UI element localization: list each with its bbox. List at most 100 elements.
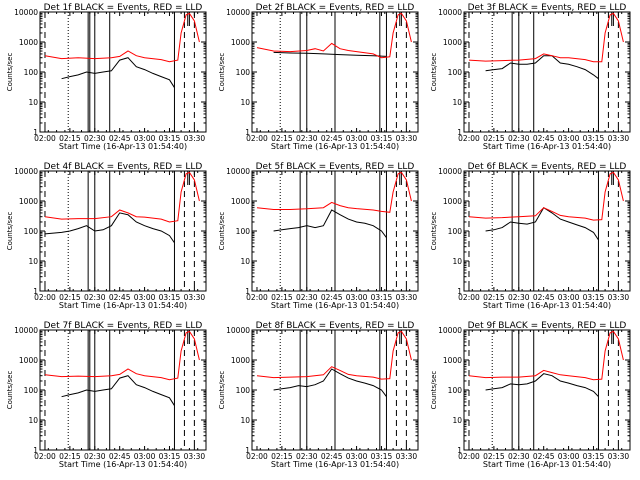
y-tick-label: 10 (452, 416, 462, 425)
y-tick-label: 1000 (443, 38, 462, 47)
x-tick-label: 02:00 (34, 134, 56, 143)
y-tick-label: 100 (448, 227, 463, 236)
y-tick-label: 10 (28, 98, 38, 107)
x-tick-label: 03:15 (583, 293, 605, 302)
y-tick-label: 10000 (438, 326, 462, 335)
y-axis-label: Counts/sec (6, 53, 14, 92)
y-tick-label: 10000 (438, 167, 462, 176)
x-tick-label: 02:00 (34, 293, 56, 302)
panel-title: Det 3f BLACK = Events, RED = LLD (468, 3, 627, 13)
y-tick-label: 10000 (226, 8, 250, 17)
events-series-line (61, 375, 175, 406)
y-tick-label: 100 (236, 386, 251, 395)
x-tick-label: 02:00 (458, 293, 480, 302)
events-series-line (485, 207, 599, 241)
y-tick-label: 10000 (14, 8, 38, 17)
x-tick-label: 03:15 (583, 134, 605, 143)
panel-title: Det 4f BLACK = Events, RED = LLD (44, 162, 203, 172)
x-tick-label: 02:30 (84, 134, 106, 143)
x-tick-label: 02:15 (271, 134, 293, 143)
x-axis-label: Start Time (16-Apr-13 01:54:40) (271, 460, 399, 469)
x-tick-label: 03:30 (608, 293, 630, 302)
x-tick-label: 02:45 (321, 452, 343, 461)
x-tick-label: 02:45 (321, 293, 343, 302)
panel-title: Det 5f BLACK = Events, RED = LLD (256, 162, 415, 172)
y-tick-label: 1000 (443, 197, 462, 206)
panel-det-7f: Det 7f BLACK = Events, RED = LLD 1 10 100 10… (6, 321, 207, 469)
x-axis-label: Start Time (16-Apr-13 01:54:40) (59, 142, 187, 151)
x-tick-label: 02:15 (483, 452, 505, 461)
x-axis-label: Start Time (16-Apr-13 01:54:40) (59, 301, 187, 310)
x-tick-label: 02:30 (84, 293, 106, 302)
panel-det-2f: Det 2f BLACK = Events, RED = LLD 1 10 100 10… (218, 3, 419, 151)
y-axis-label: Counts/sec (430, 371, 438, 410)
x-axis-label: Start Time (16-Apr-13 01:54:40) (483, 142, 611, 151)
y-tick-label: 1 (245, 128, 250, 137)
x-tick-label: 02:45 (533, 293, 555, 302)
x-tick-label: 03:30 (184, 452, 206, 461)
plot-frame (39, 170, 207, 292)
y-tick-label: 100 (24, 227, 39, 236)
x-tick-label: 02:45 (109, 134, 131, 143)
x-tick-label: 03:15 (371, 134, 393, 143)
x-tick-label: 03:30 (396, 134, 418, 143)
y-tick-label: 10000 (14, 167, 38, 176)
y-tick-label: 1000 (231, 38, 250, 47)
plot-frame (463, 11, 631, 133)
y-tick-label: 1 (245, 446, 250, 455)
panel-title: Det 9f BLACK = Events, RED = LLD (468, 321, 627, 331)
x-tick-label: 03:30 (608, 134, 630, 143)
y-tick-label: 1000 (231, 197, 250, 206)
y-tick-label: 1 (245, 287, 250, 296)
x-tick-label: 02:30 (296, 134, 318, 143)
y-axis-label: Counts/sec (430, 53, 438, 92)
x-tick-label: 02:30 (508, 293, 530, 302)
x-tick-label: 03:15 (159, 293, 181, 302)
x-tick-label: 02:30 (296, 452, 318, 461)
y-axis-label: Counts/sec (218, 53, 226, 92)
y-tick-label: 1 (33, 446, 38, 455)
events-series-line (485, 373, 599, 398)
y-tick-label: 10 (240, 98, 250, 107)
y-tick-label: 1000 (19, 38, 38, 47)
events-series-line (61, 57, 175, 88)
x-tick-label: 02:00 (458, 134, 480, 143)
panel-det-3f: Det 3f BLACK = Events, RED = LLD 1 10 100 10… (430, 3, 631, 151)
x-tick-label: 03:00 (134, 134, 156, 143)
x-tick-label: 02:00 (246, 134, 268, 143)
y-tick-label: 10 (28, 257, 38, 266)
y-tick-label: 10 (452, 98, 462, 107)
x-tick-label: 02:15 (59, 452, 81, 461)
y-tick-label: 1 (33, 128, 38, 137)
y-tick-label: 10 (28, 416, 38, 425)
y-axis-label: Counts/sec (6, 212, 14, 251)
x-axis-label: Start Time (16-Apr-13 01:54:40) (483, 301, 611, 310)
x-tick-label: 02:15 (59, 293, 81, 302)
y-tick-label: 1 (457, 287, 462, 296)
x-tick-label: 03:30 (396, 293, 418, 302)
panel-det-8f: Det 8f BLACK = Events, RED = LLD 1 10 100 10… (218, 321, 419, 469)
panel-title: Det 8f BLACK = Events, RED = LLD (256, 321, 415, 331)
x-tick-label: 02:00 (246, 293, 268, 302)
x-tick-label: 03:30 (184, 293, 206, 302)
x-tick-label: 03:00 (558, 293, 580, 302)
x-axis-label: Start Time (16-Apr-13 01:54:40) (59, 460, 187, 469)
panel-title: Det 1f BLACK = Events, RED = LLD (44, 3, 203, 13)
x-tick-label: 03:15 (159, 134, 181, 143)
lld-series-line (44, 330, 200, 381)
y-tick-label: 100 (24, 68, 39, 77)
x-tick-label: 02:30 (84, 452, 106, 461)
x-tick-label: 02:00 (246, 452, 268, 461)
plot-frame (39, 11, 207, 133)
y-tick-label: 100 (236, 227, 251, 236)
x-tick-label: 03:30 (608, 452, 630, 461)
y-tick-label: 1000 (19, 197, 38, 206)
lld-series-line (468, 330, 624, 381)
y-tick-label: 1000 (19, 356, 38, 365)
lld-series-line (256, 171, 412, 213)
y-tick-label: 1 (457, 128, 462, 137)
y-tick-label: 10000 (14, 326, 38, 335)
y-tick-label: 10 (240, 257, 250, 266)
events-series-line (273, 51, 387, 57)
